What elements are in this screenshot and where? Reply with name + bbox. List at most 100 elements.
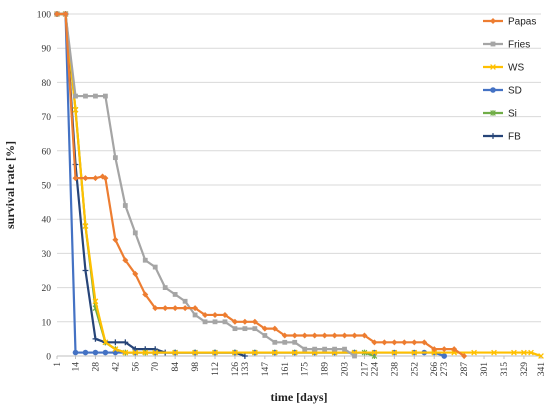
data-point-sd-24 <box>441 353 448 359</box>
y-tick-label-0: 0 <box>46 353 51 363</box>
data-point-papas-33 <box>371 339 378 346</box>
data-point-papas-24 <box>281 332 288 339</box>
data-point-papas-4 <box>92 175 99 182</box>
data-point-papas-0 <box>54 11 60 17</box>
data-point-fries-29 <box>342 346 347 352</box>
legend-item-si: Si <box>483 109 517 120</box>
legend-label-si: Si <box>508 109 517 120</box>
data-point-papas-36 <box>401 339 408 346</box>
legend-marker-si <box>490 110 496 116</box>
data-point-fries-23 <box>282 339 288 345</box>
data-point-papas-22 <box>261 325 268 332</box>
data-point-papas-1 <box>62 11 69 17</box>
y-tick-label-60: 60 <box>42 147 52 157</box>
y-tick-labels: 0 10 20 30 40 50 60 70 80 90 100 <box>37 11 52 363</box>
data-point-papas-27 <box>311 332 318 339</box>
x-tick-label-56: 56 <box>131 362 141 372</box>
x-tick-label-1: 1 <box>53 362 63 367</box>
grid-lines <box>57 13 541 323</box>
legend-label-ws: WS <box>508 63 524 74</box>
data-point-fries-6 <box>112 155 118 161</box>
data-point-papas-30 <box>341 332 348 339</box>
x-tick-label-14: 14 <box>72 362 82 372</box>
data-point-fb-16 <box>242 353 248 359</box>
data-point-fries-10 <box>152 264 158 270</box>
data-point-sd-3 <box>82 349 89 356</box>
x-tick-label-126: 126 <box>231 362 241 377</box>
x-tick-label-273: 273 <box>440 362 450 377</box>
legend-label-fries: Fries <box>508 40 530 51</box>
data-point-ws-11 <box>172 349 179 356</box>
data-point-ws-24 <box>431 349 438 356</box>
y-tick-label-90: 90 <box>42 45 52 55</box>
data-point-ws-31 <box>538 353 544 359</box>
x-tick-label-329: 329 <box>520 362 530 377</box>
x-tick-label-28: 28 <box>91 362 101 372</box>
data-point-ws-29 <box>521 349 527 356</box>
data-point-papas-13 <box>172 305 179 312</box>
data-point-fries-11 <box>162 285 168 290</box>
axes <box>56 355 542 359</box>
data-point-papas-37 <box>411 339 418 346</box>
data-point-ws-23 <box>411 349 418 356</box>
data-point-ws-3 <box>82 223 89 229</box>
data-point-ws-16 <box>271 349 278 356</box>
legend-item-papas: Papas <box>483 17 536 28</box>
data-point-fries-16 <box>212 319 218 325</box>
data-point-fries-28 <box>332 346 337 352</box>
data-point-fries-26 <box>312 346 318 352</box>
data-point-fries-8 <box>132 230 138 236</box>
y-tick-label-30: 30 <box>42 250 52 260</box>
data-point-ws-15 <box>252 349 258 356</box>
data-point-papas-9 <box>132 270 139 277</box>
data-point-ws-30 <box>528 349 534 356</box>
x-tick-label-301: 301 <box>480 362 490 377</box>
data-point-ws-27 <box>491 349 497 356</box>
data-point-fries-27 <box>322 346 328 352</box>
data-point-fries-21 <box>262 333 268 338</box>
legend-label-papas: Papas <box>508 17 536 28</box>
data-point-fries-9 <box>142 257 148 263</box>
legend-marker-fries <box>490 41 496 47</box>
data-point-papas-10 <box>142 291 149 298</box>
x-axis-title: time [days] <box>271 390 328 404</box>
data-point-fb-3 <box>82 267 89 274</box>
y-tick-label-100: 100 <box>37 11 52 21</box>
data-point-papas-26 <box>301 332 308 339</box>
data-point-papas-38 <box>421 339 428 346</box>
data-point-ws-4 <box>92 298 99 305</box>
data-point-fries-19 <box>242 326 248 332</box>
data-point-papas-2 <box>72 175 79 182</box>
data-point-fries-14 <box>192 312 198 318</box>
data-point-ws-13 <box>212 349 218 356</box>
data-point-ws-9 <box>142 349 149 356</box>
data-point-ws-8 <box>132 349 139 356</box>
x-tick-label-224: 224 <box>370 362 380 377</box>
x-tick-label-175: 175 <box>301 362 311 377</box>
data-point-ws-5 <box>102 339 109 346</box>
x-tick-label-189: 189 <box>321 362 331 377</box>
data-point-papas-42 <box>461 353 468 359</box>
y-tick-label-50: 50 <box>42 182 52 192</box>
data-point-fries-18 <box>232 326 238 332</box>
data-point-papas-17 <box>212 311 219 318</box>
data-point-papas-16 <box>202 311 209 318</box>
data-point-papas-8 <box>122 257 129 264</box>
data-point-sd-2 <box>72 349 79 356</box>
x-tick-labels: 1 14 28 42 56 70 84 98 112 126 133 147 161 175 189 203 2… <box>53 362 547 377</box>
x-tick-label-84: 84 <box>171 362 181 372</box>
data-point-papas-29 <box>331 332 338 339</box>
data-point-fries-30 <box>352 353 357 359</box>
legend: Papas Fries WS SD Si FB <box>483 17 536 143</box>
data-point-papas-40 <box>441 346 448 353</box>
data-point-fries-5 <box>103 93 108 99</box>
data-point-fries-24 <box>292 339 298 345</box>
data-point-fb-4 <box>92 336 99 342</box>
data-point-ws-28 <box>511 349 517 356</box>
data-point-papas-3 <box>82 175 89 182</box>
data-point-fries-20 <box>252 326 258 332</box>
series-papas <box>54 11 468 359</box>
data-point-fries-15 <box>202 319 208 325</box>
data-point-fries-17 <box>222 319 228 325</box>
